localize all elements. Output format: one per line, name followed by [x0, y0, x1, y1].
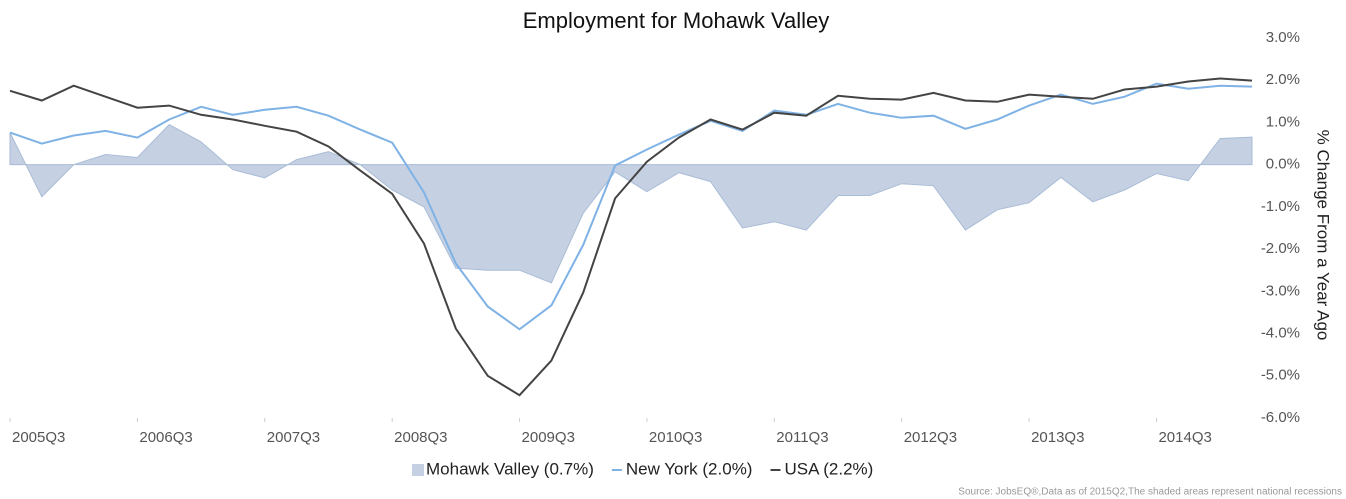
y-tick-label: 2.0% [1266, 71, 1300, 88]
y-axis-label: % Change From a Year Ago [1314, 130, 1333, 341]
y-tick-label: 0.0% [1266, 156, 1300, 173]
x-tick-label: 2014Q3 [1158, 429, 1211, 446]
line [9, 82, 1253, 331]
x-tick-label: 2005Q3 [12, 429, 65, 446]
x-tick-label: 2007Q3 [267, 429, 320, 446]
y-tick-label: 1.0% [1266, 113, 1300, 130]
chart-title: Employment for Mohawk Valley [523, 8, 830, 33]
y-tick-label: 3.0% [1266, 29, 1300, 46]
y-tick-label: -4.0% [1261, 325, 1300, 342]
legend-label: Mohawk Valley (0.7%) [426, 459, 594, 478]
y-tick-label: -1.0% [1261, 198, 1300, 215]
y-tick-label: -6.0% [1261, 409, 1300, 426]
legend-swatch [412, 464, 424, 476]
legend-label: USA (2.2%) [784, 459, 873, 478]
legend-label: New York (2.0%) [626, 459, 753, 478]
x-tick-label: 2011Q3 [776, 429, 828, 446]
x-tick-label: 2012Q3 [904, 429, 957, 446]
x-tick-label: 2010Q3 [649, 429, 702, 446]
x-tick-label: 2013Q3 [1031, 429, 1084, 446]
x-tick-label: 2008Q3 [394, 429, 447, 446]
y-tick-label: -2.0% [1261, 240, 1300, 257]
line [9, 77, 1253, 397]
y-tick-label: -5.0% [1261, 367, 1300, 384]
area [9, 123, 1253, 284]
source-note: Source: JobsEQ®,Data as of 2015Q2,The sh… [958, 487, 1342, 498]
y-tick-label: -3.0% [1261, 282, 1300, 299]
x-tick-label: 2006Q3 [139, 429, 192, 446]
x-tick-label: 2009Q3 [522, 429, 575, 446]
